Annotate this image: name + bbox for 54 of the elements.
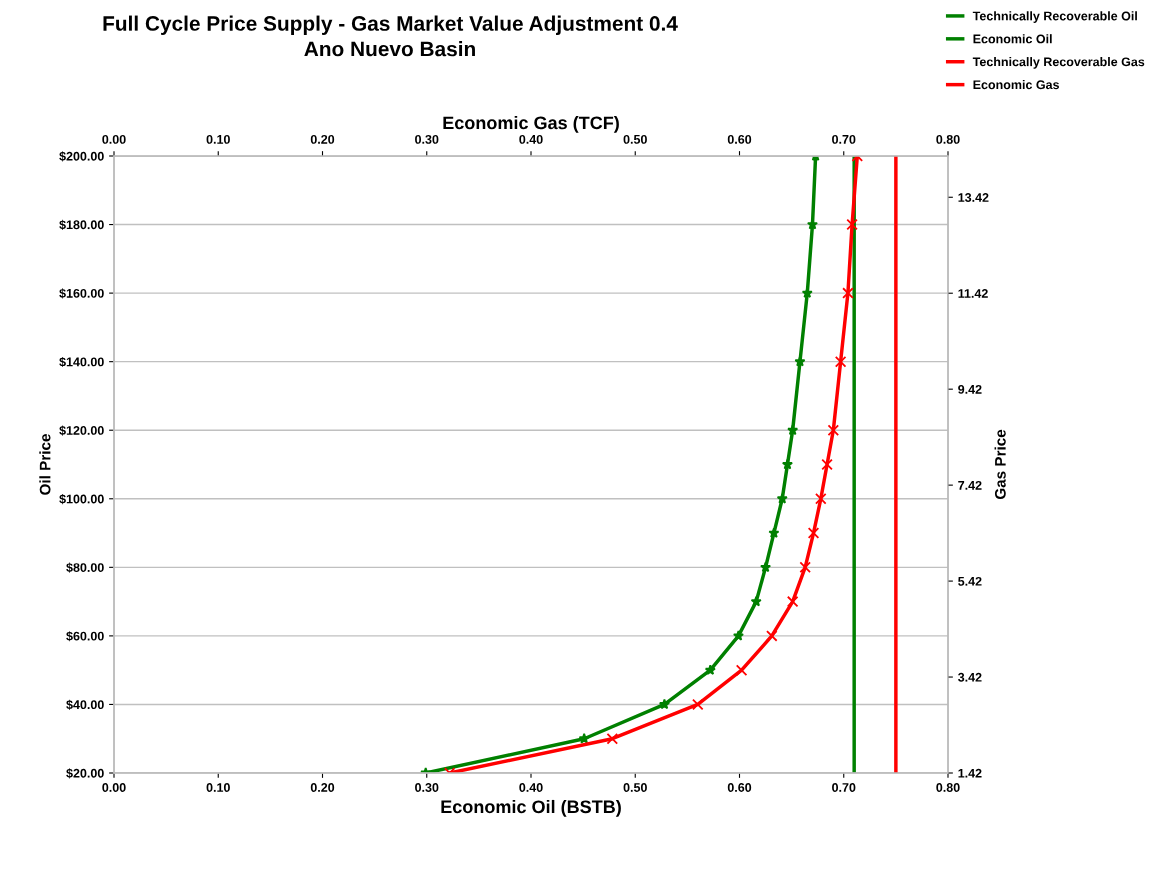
x2-tick-label: 0.40 <box>519 134 543 144</box>
point <box>787 424 799 436</box>
x-tick-label: 0.10 <box>206 783 230 792</box>
y2-tick-label: 9.42 <box>958 384 982 394</box>
y2-tick-label: 11.42 <box>958 289 988 298</box>
chart-title: Full Cycle Price Supply - Gas Market Value Adjustment 0.4 Ano Nuevo Basin <box>103 15 678 57</box>
x-axis-title: Economic Oil (BSTB) <box>441 799 621 817</box>
y-tick-label: $120.00 <box>59 425 104 436</box>
point <box>704 664 716 676</box>
y2-tick-label: 5.42 <box>958 576 982 586</box>
y-tick-label: $80.00 <box>66 562 104 573</box>
point <box>776 493 788 504</box>
y2-axis-title: Gas Price <box>994 429 1006 500</box>
x2-tick-label: 0.60 <box>727 134 752 144</box>
x-tick-label: 0.50 <box>623 783 647 792</box>
y-tick-label: $160.00 <box>59 288 104 299</box>
x2-axis-title: Economic Gas (TCF) <box>443 115 619 133</box>
y2-tick-label: 3.42 <box>958 672 982 682</box>
x-tick-label: 0.70 <box>832 783 856 792</box>
y-tick-label: $180.00 <box>59 219 104 231</box>
y-tick-label: $100.00 <box>59 494 104 505</box>
y2-tick-label: 7.42 <box>958 480 982 490</box>
x2-tick-label: 0.80 <box>936 134 960 144</box>
y-tick-label: $200.00 <box>59 151 104 162</box>
point <box>781 458 793 470</box>
y-tick-label: $60.00 <box>66 631 104 642</box>
point <box>768 527 780 538</box>
x2-tick-label: 0.70 <box>832 134 856 144</box>
x2-tick-label: 0.00 <box>102 134 126 144</box>
x-tick-label: 0.20 <box>310 783 335 792</box>
x2-tick-label: 0.10 <box>206 134 230 144</box>
x2-tick-label: 0.50 <box>623 134 647 144</box>
legend-label: Economic Oil <box>973 34 1052 44</box>
y2-tick-label: 13.42 <box>958 193 989 202</box>
y-tick-label: $40.00 <box>66 699 104 710</box>
legend-label: Technically Recoverable Gas <box>972 57 1145 69</box>
point <box>760 561 772 573</box>
x-tick-label: 0.30 <box>415 783 439 792</box>
x2-tick-label: 0.20 <box>310 134 335 144</box>
point <box>658 698 670 710</box>
point <box>732 630 744 641</box>
legend-label: Technically Recoverable Oil <box>972 11 1137 23</box>
y2-tick-label: 1.42 <box>958 768 982 778</box>
x-tick-label: 0.60 <box>727 783 752 792</box>
x-tick-label: 0.40 <box>519 783 543 792</box>
x-tick-label: 0.80 <box>936 783 960 792</box>
y-tick-label: $20.00 <box>66 768 104 779</box>
x-tick-label: 0.00 <box>102 783 126 792</box>
y-tick-label: $140.00 <box>59 356 104 368</box>
x2-tick-label: 0.30 <box>415 134 439 144</box>
point <box>750 595 762 607</box>
y-axis-title: Oil Price <box>39 434 51 495</box>
point <box>578 732 590 744</box>
legend-label: Economic Gas <box>973 79 1059 90</box>
